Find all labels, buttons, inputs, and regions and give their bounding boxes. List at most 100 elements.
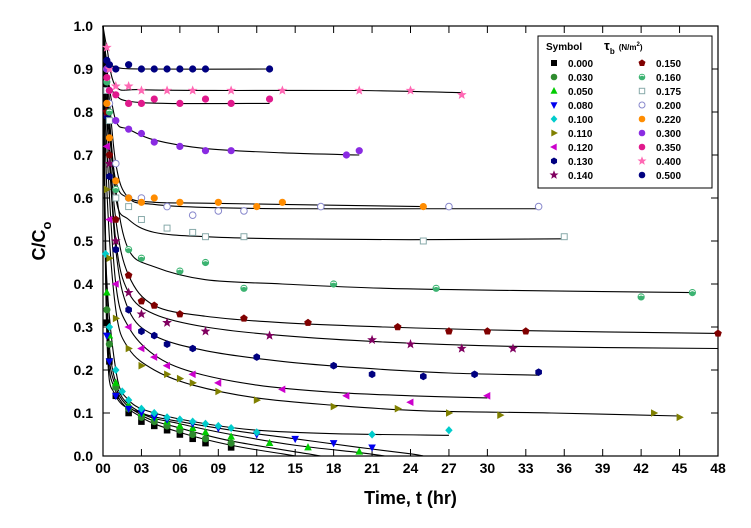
y-axis-title-main: C/C [29,229,49,260]
x-tick-label: 03 [134,460,150,476]
data-point-marker [137,99,146,107]
data-point-marker [105,134,114,142]
data-point-marker [638,115,646,123]
data-point-marker [112,116,120,125]
legend-label: 0.400 [656,157,681,168]
data-point-marker [163,224,171,232]
data-point-marker [105,358,114,366]
data-point-marker [103,288,111,296]
x-tick-label: 18 [326,460,342,476]
legend-label: 0.500 [656,171,681,182]
data-point-marker [226,85,237,95]
fit-curve-0_120 [102,25,488,399]
legend-label: 0.030 [568,73,593,84]
data-point-marker [105,215,113,224]
y-tick-label: 0.1 [74,405,94,421]
data-point-marker [150,138,158,146]
legend-label: 0.150 [656,59,681,70]
data-point-marker [456,89,467,99]
series-0_130 [103,112,542,381]
data-point-marker [330,361,337,370]
data-point-marker [150,408,158,418]
data-point-marker [214,379,222,387]
data-point-marker [419,237,427,245]
data-point-marker [138,361,146,370]
legend-label: 0.200 [656,101,681,112]
data-point-marker [103,332,111,340]
y-tick-label: 1.0 [74,18,94,34]
data-point-marker [105,322,114,332]
data-point-marker [214,421,223,430]
data-point-marker [535,368,542,376]
data-point-marker [124,396,133,405]
data-point-marker [103,99,111,107]
data-point-marker [189,65,197,73]
fit-curve-0_160 [102,25,693,294]
legend-item-0_160: 0.160 [638,73,681,84]
data-point-marker [112,245,120,254]
series-0_120 [102,142,491,407]
data-point-marker [445,327,453,335]
legend-header-tau-symbol: τ [604,38,610,53]
legend-item-0_110: 0.110 [551,129,593,140]
data-point-marker [162,317,172,327]
series-0_300 [103,65,363,159]
data-point-marker [265,438,274,447]
x-tick-label: 06 [172,460,188,476]
data-point-marker [497,411,505,419]
series-0_110 [103,185,684,422]
data-point-marker [106,254,114,262]
fit-curve-0_110 [102,25,680,417]
data-point-marker [162,361,171,370]
data-point-marker [125,99,133,107]
x-tick-label: 09 [211,460,227,476]
data-point-marker [534,202,543,211]
data-point-marker [201,147,210,155]
data-point-marker [201,65,210,73]
data-point-marker [215,387,223,396]
series-0_150 [103,107,722,337]
x-tick-label: 21 [364,460,380,476]
legend-label: 0.110 [568,129,593,140]
data-point-marker [638,59,646,66]
series-0_400 [101,42,467,99]
data-point-marker [367,334,377,345]
x-tick-label: 30 [480,460,496,476]
legend-label: 0.350 [656,143,681,154]
marker-highlight [639,74,645,77]
data-point-marker [265,95,274,103]
data-point-marker [125,61,133,69]
y-axis-title: C/Co [29,221,54,260]
data-point-marker [304,443,312,451]
data-point-marker [420,372,427,381]
data-point-marker [201,435,210,443]
data-point-marker [253,428,261,437]
data-point-marker [112,314,121,323]
data-point-marker [317,202,325,211]
data-point-marker [291,435,299,444]
marker-highlight [125,247,132,250]
data-point-marker [103,306,111,314]
data-point-marker [125,194,133,202]
data-point-marker [176,99,184,107]
legend-box [537,35,713,189]
data-point-marker [201,419,210,428]
data-point-marker [103,319,111,326]
legend-item-0_175: 0.175 [638,87,681,98]
data-point-marker [676,413,684,422]
legend-header-unit-close: ) [640,43,643,52]
series-0_175 [103,87,568,245]
series-0_200 [103,65,543,219]
data-point-marker [105,340,114,348]
data-point-marker [112,91,120,99]
data-point-marker [393,322,402,331]
data-point-marker [188,417,197,426]
data-point-marker [637,156,647,165]
data-point-marker [550,87,558,94]
data-point-marker [550,143,557,151]
data-point-marker [188,370,196,379]
x-tick-label: 00 [95,460,111,476]
data-point-marker [277,85,288,95]
legend-label: 0.175 [656,87,681,98]
